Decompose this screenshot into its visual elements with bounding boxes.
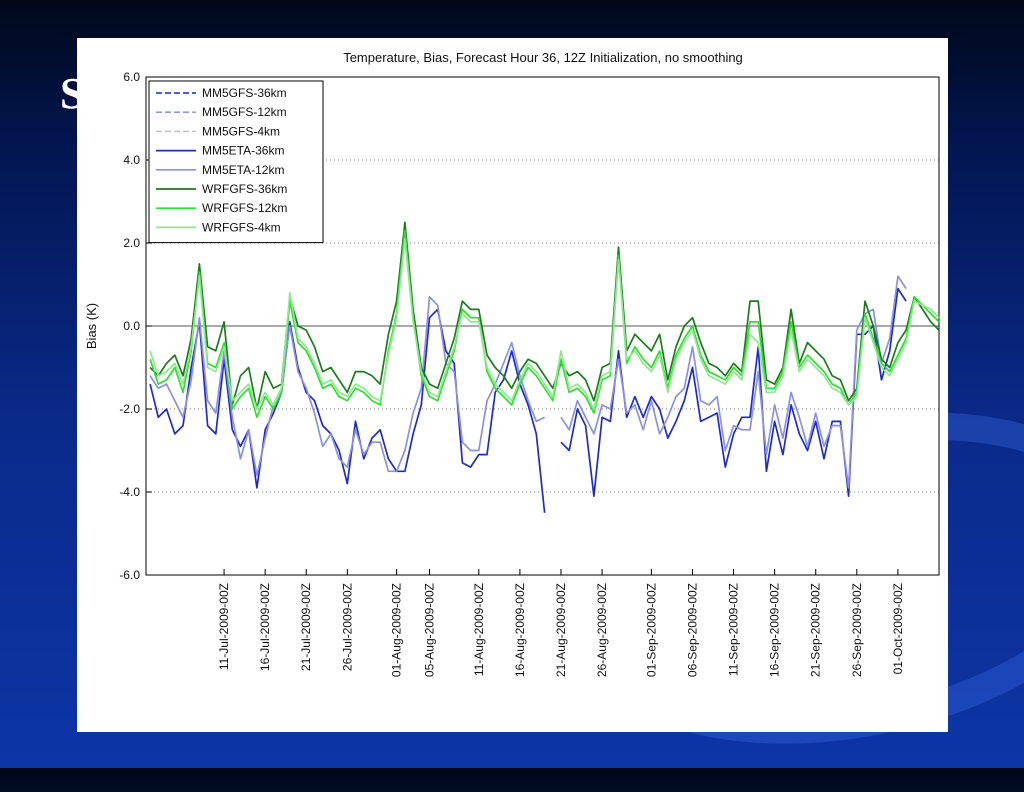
legend-label: MM5GFS-12km bbox=[202, 105, 287, 119]
x-tick-label: 11-Jul-2009-00Z bbox=[217, 583, 231, 670]
x-tick-label: 01-Aug-2009-00Z bbox=[390, 583, 404, 677]
y-tick-label: 2.0 bbox=[123, 236, 140, 250]
y-tick-label: -6.0 bbox=[119, 568, 140, 582]
y-tick-label: 6.0 bbox=[123, 70, 140, 84]
legend-box bbox=[148, 80, 324, 244]
series-line-wrfgfs-36km bbox=[149, 221, 940, 410]
x-tick-label: 26-Jul-2009-00Z bbox=[340, 583, 354, 671]
chart-figure: Temperature, Bias, Forecast Hour 36, 12Z… bbox=[77, 38, 948, 732]
x-tick-label: 06-Sep-2009-00Z bbox=[685, 583, 699, 677]
x-tick-label: 26-Aug-2009-00Z bbox=[595, 583, 609, 677]
y-tick-label: 0.0 bbox=[123, 319, 140, 333]
y-tick-label: 4.0 bbox=[123, 153, 140, 167]
y-tick-label: -4.0 bbox=[119, 485, 140, 499]
legend-label: WRFGFS-12km bbox=[202, 201, 287, 215]
y-tick-label: -2.0 bbox=[119, 402, 140, 416]
x-tick-label: 05-Aug-2009-00Z bbox=[423, 583, 437, 677]
x-tick-label: 16-Sep-2009-00Z bbox=[768, 583, 782, 677]
x-tick-label: 01-Sep-2009-00Z bbox=[644, 583, 658, 677]
x-tick-label: 16-Aug-2009-00Z bbox=[513, 583, 527, 677]
x-tick-label: 01-Oct-2009-00Z bbox=[891, 583, 905, 674]
y-axis-label: Bias (K) bbox=[84, 303, 99, 349]
x-tick-label: 21-Sep-2009-00Z bbox=[809, 583, 823, 677]
series-line-wrfgfs-4km bbox=[149, 238, 940, 410]
legend-label: WRFGFS-4km bbox=[202, 220, 281, 234]
x-tick-label: 21-Jul-2009-00Z bbox=[299, 583, 313, 671]
series-line-wrfgfs-12km bbox=[149, 229, 940, 419]
x-tick-label: 11-Sep-2009-00Z bbox=[727, 583, 741, 676]
legend-label: MM5GFS-36km bbox=[202, 86, 287, 100]
x-tick-label: 21-Aug-2009-00Z bbox=[554, 583, 568, 677]
x-tick-label: 11-Aug-2009-00Z bbox=[472, 583, 486, 676]
x-tick-label: 26-Sep-2009-00Z bbox=[850, 583, 864, 677]
series-layer bbox=[149, 221, 940, 513]
legend-label: MM5ETA-12km bbox=[202, 163, 284, 177]
series-line-mm5eta-36km bbox=[149, 287, 907, 513]
x-tick-label: 16-Jul-2009-00Z bbox=[258, 583, 272, 671]
legend: MM5GFS-36km MM5GFS-12km MM5GFS-4km MM5ETA-3… bbox=[148, 80, 324, 244]
legend-label: MM5GFS-4km bbox=[202, 124, 280, 138]
chart-svg: Temperature, Bias, Forecast Hour 36, 12Z… bbox=[84, 50, 940, 677]
series-line-mm5eta-12km bbox=[149, 275, 907, 489]
legend-label: WRFGFS-36km bbox=[202, 182, 287, 196]
chart-title: Temperature, Bias, Forecast Hour 36, 12Z… bbox=[343, 50, 743, 65]
axes-layer: -6.0 -4.0 -2.0 0.0 2.0 4.0 6.0 11-Jul-2009-00Z 1… bbox=[84, 70, 940, 677]
legend-label: MM5ETA-36km bbox=[202, 144, 284, 158]
